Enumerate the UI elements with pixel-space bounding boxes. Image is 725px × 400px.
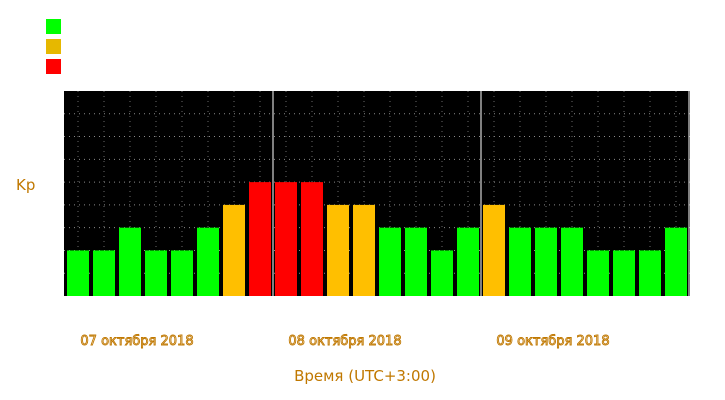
legend-swatch-3 [46,59,61,74]
bars [67,182,687,296]
kp-bar [483,204,505,296]
kp-bar [561,227,583,296]
kp-bar [249,182,271,296]
day-separators [272,91,690,296]
plot-area [64,91,690,296]
legend-swatch-1 [46,19,61,34]
kp-bar [171,250,193,296]
kp-bar [535,227,557,296]
kp-bar [457,227,479,296]
kp-bar [275,182,297,296]
legend-swatch-2 [46,39,61,54]
kp-bar [327,204,349,296]
kp-bar [197,227,219,296]
date-label: 07 октября 2018 [80,334,193,349]
kp-bar [509,227,531,296]
kp-bar [639,250,661,296]
kp-bar [67,250,89,296]
kp-bar [353,204,375,296]
kp-bar [405,227,427,296]
kp-bar [587,250,609,296]
kp-bar [613,250,635,296]
kp-bar [431,250,453,296]
x-axis-label: Время (UTC+3:00) [294,367,436,385]
date-labels: 07 октября 2018 08 октября 2018 09 октября… [80,334,610,350]
kp-bar [145,250,167,296]
kp-bar [301,182,323,296]
kp-bar [93,250,115,296]
legend [46,19,61,74]
y-axis-label: Kp [16,176,35,194]
kp-bar [223,204,245,296]
date-label: 09 октября 2018 [496,334,609,349]
kp-bar [119,227,141,296]
kp-bar [665,227,687,296]
date-label: 08 октября 2018 [288,334,401,349]
kp-bar [379,227,401,296]
